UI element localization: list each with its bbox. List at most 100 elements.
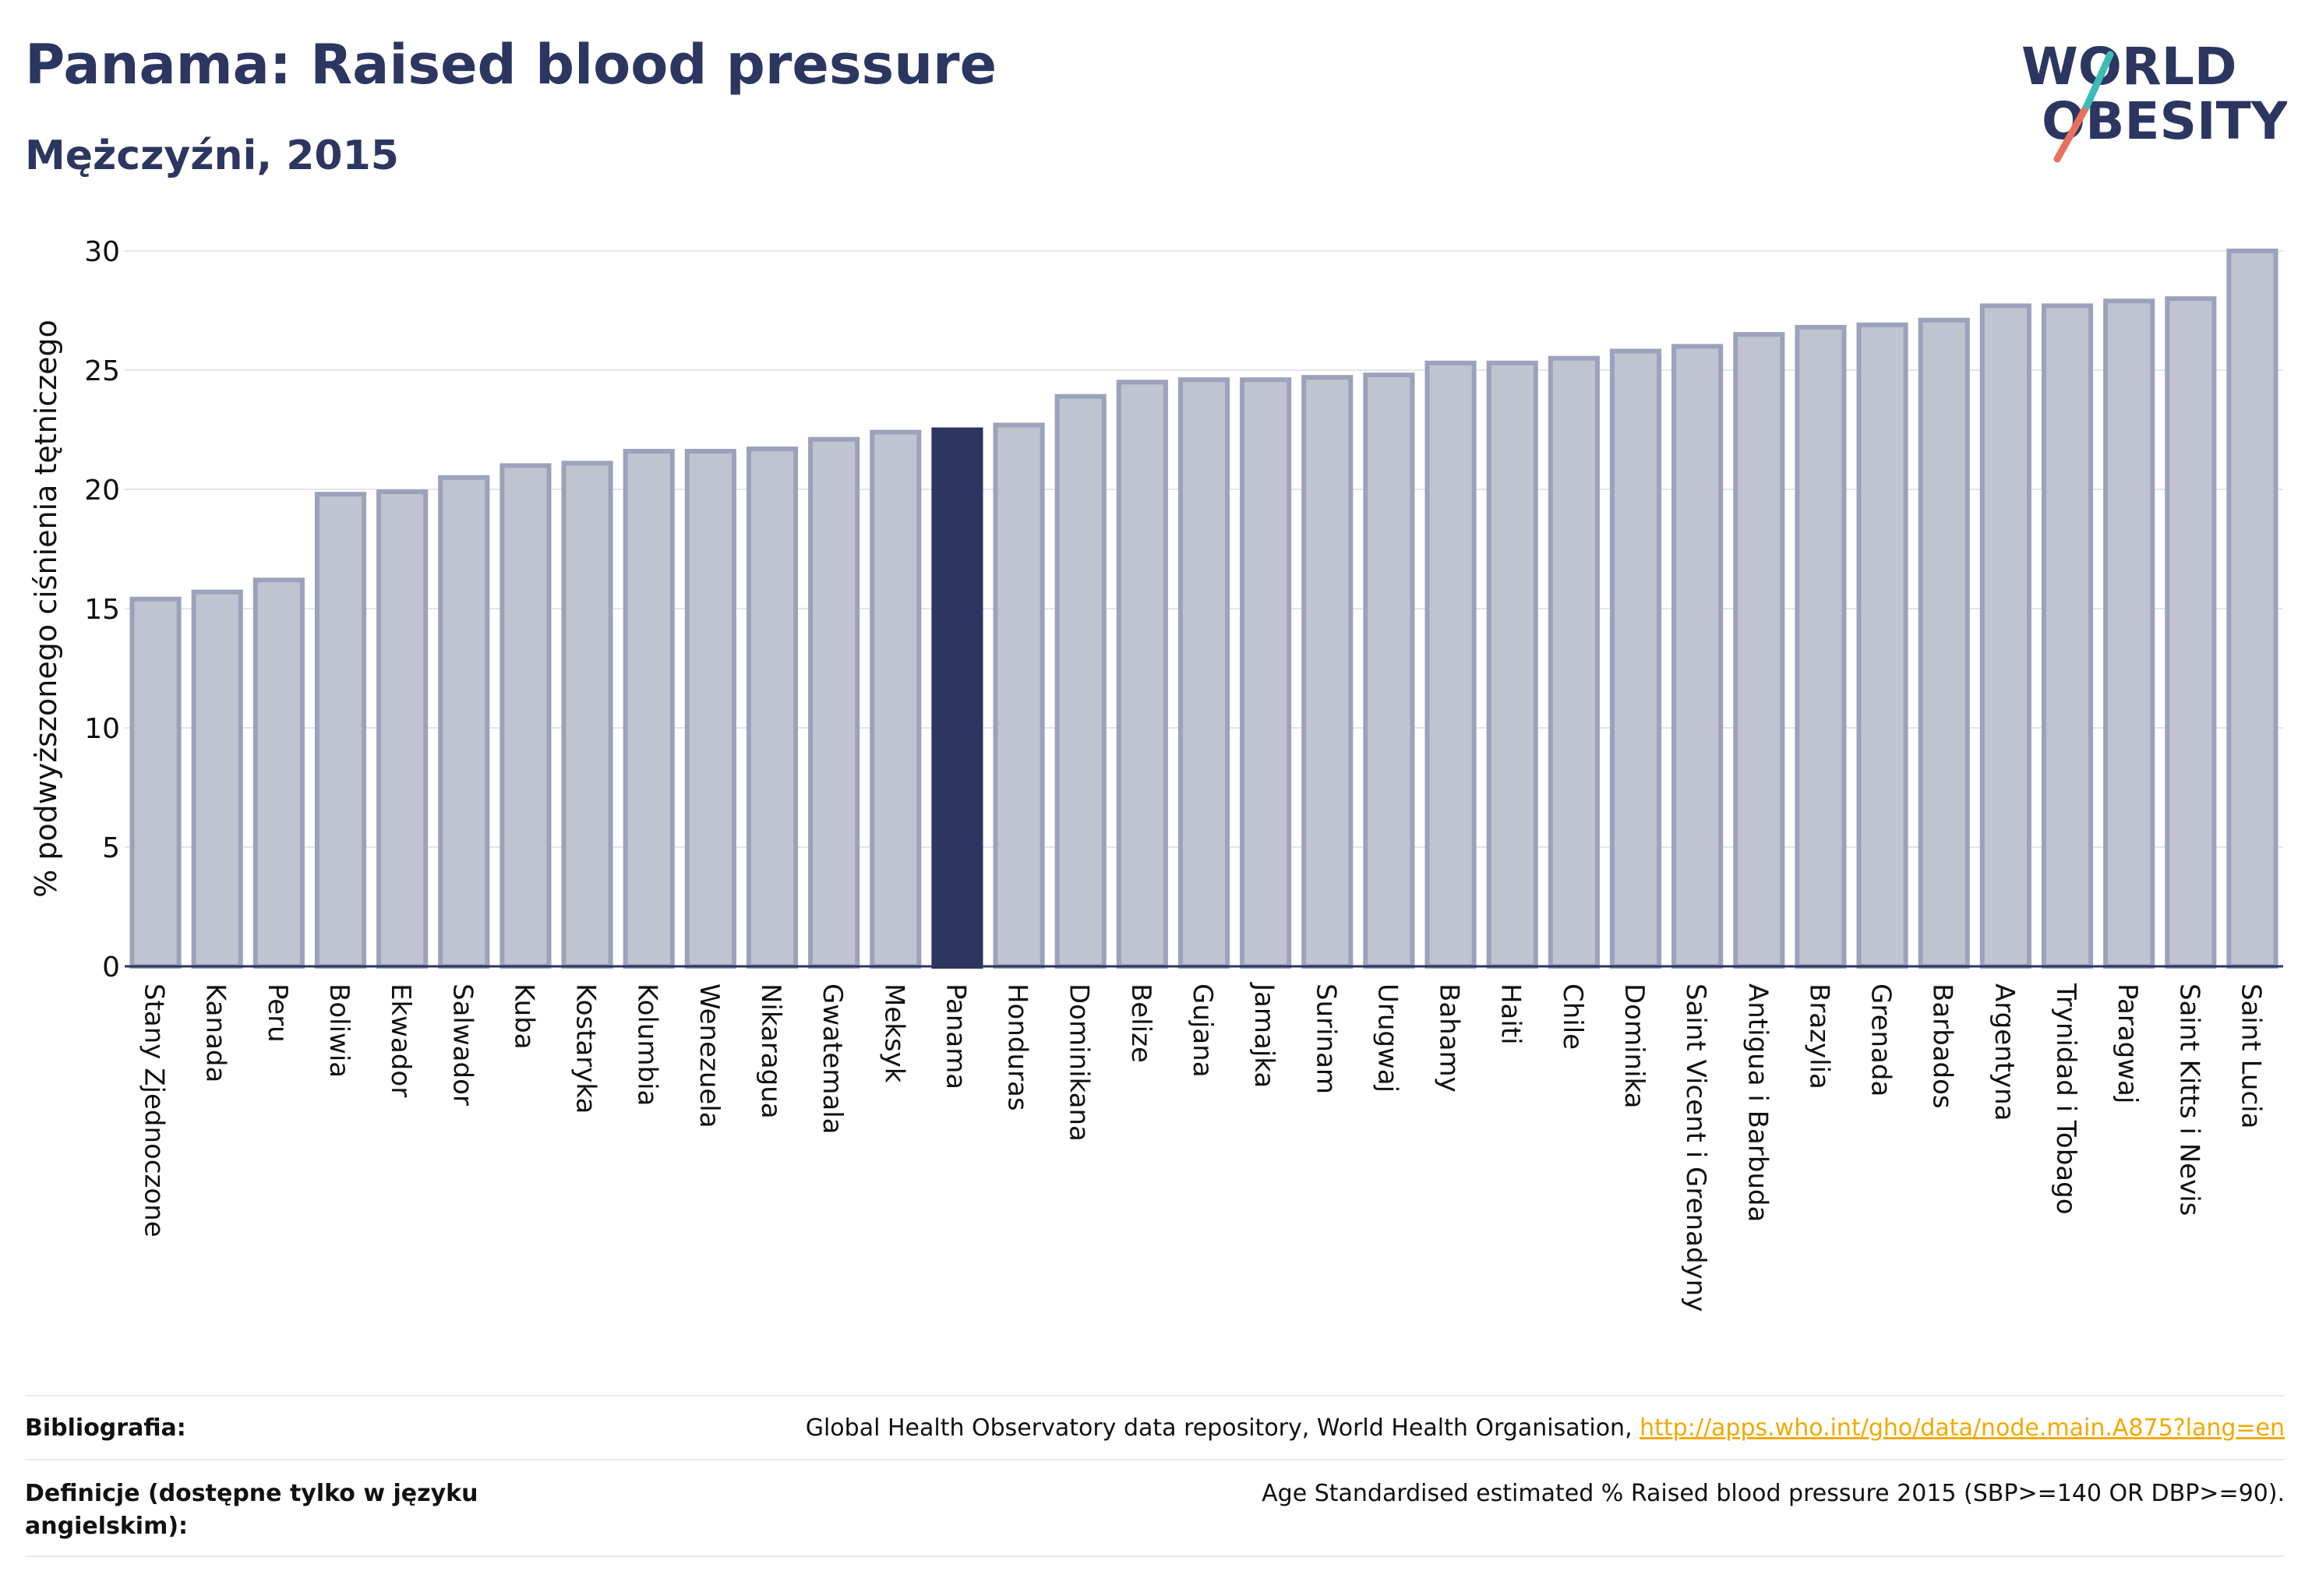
bar-chart: 0 5 10 15 20 25 30 Stany Zjednoczone Kanada Peru… — [29, 236, 2283, 1312]
x-tick-label: Kolumbia — [632, 983, 663, 1106]
x-tick-label: Dominika — [1618, 983, 1650, 1108]
chart-subtitle: Mężczyźni, 2015 — [25, 132, 399, 179]
bar — [1856, 322, 1908, 969]
y-tick-label: 15 — [84, 594, 120, 626]
x-tick-label: Trynidad i Tobago — [2050, 983, 2081, 1215]
bar — [1486, 360, 1538, 969]
y-tick-label: 25 — [84, 355, 120, 387]
bar — [623, 449, 675, 969]
footer-divider-middle — [25, 1459, 2285, 1460]
x-tick-label: Peru — [262, 983, 293, 1043]
bar — [1671, 344, 1724, 969]
x-tick-label: Stany Zjednoczone — [139, 983, 170, 1238]
bibliography-text: Global Health Observatory data repositor… — [805, 1414, 1640, 1442]
y-axis-ticks: 0 5 10 15 20 25 30 — [84, 236, 120, 983]
y-tick-label: 0 — [102, 952, 120, 983]
x-tick-label: Haiti — [1495, 983, 1527, 1045]
y-tick-label: 20 — [84, 475, 120, 507]
x-tick-label: Boliwia — [323, 983, 355, 1078]
y-tick-label: 10 — [84, 713, 120, 745]
bar — [2165, 296, 2217, 969]
bar-highlighted — [931, 427, 983, 969]
bibliography-label: Bibliografia: — [25, 1414, 186, 1442]
x-tick-label: Gwatemala — [817, 983, 848, 1134]
bar — [808, 436, 860, 969]
bar — [684, 449, 736, 969]
x-tick-label: Saint Kitts i Nevis — [2173, 983, 2204, 1216]
bars — [129, 249, 2279, 969]
x-tick-label: Jamajka — [1248, 982, 1280, 1088]
logo-line1: WORLD — [2021, 37, 2237, 97]
logo-slash-coral — [2053, 102, 2091, 163]
bar — [561, 461, 613, 969]
bar — [438, 475, 490, 969]
bar — [252, 577, 305, 969]
x-tick-label: Nikaragua — [755, 983, 786, 1119]
y-tick-label: 30 — [84, 236, 120, 268]
definitions-label: Definicje (dostępne tylko w języku angie… — [25, 1480, 478, 1540]
x-tick-label: Barbados — [1927, 983, 1958, 1109]
x-tick-label: Dominikana — [1064, 983, 1095, 1142]
bar — [993, 422, 1045, 969]
bar — [1177, 377, 1230, 969]
footer-divider-bottom — [25, 1555, 2285, 1557]
x-tick-label: Kuba — [508, 983, 539, 1050]
x-axis-labels: Stany Zjednoczone Kanada Peru Boliwia Ekwado… — [139, 982, 2267, 1312]
bar — [1116, 380, 1168, 969]
bar — [1733, 332, 1785, 969]
x-tick-label: Bahamy — [1434, 983, 1465, 1093]
bar — [129, 596, 182, 969]
bar — [499, 463, 552, 969]
bar — [870, 429, 922, 969]
bibliography-value: Global Health Observatory data repositor… — [806, 1412, 2285, 1445]
x-tick-label: Meksyk — [878, 983, 909, 1083]
bar — [1301, 375, 1354, 969]
x-tick-label: Wenezuela — [694, 983, 725, 1128]
logo-line2: OBESITY — [2042, 91, 2287, 151]
bar — [191, 589, 243, 969]
x-tick-label: Argentyna — [1989, 983, 2020, 1121]
x-tick-label: Chile — [1557, 983, 1588, 1050]
x-tick-label: Gujana — [1187, 983, 1218, 1078]
bar — [1795, 324, 1847, 969]
bar — [746, 446, 799, 969]
x-tick-label: Surinam — [1310, 983, 1341, 1094]
x-tick-label: Grenada — [1866, 983, 1897, 1096]
bar — [1240, 377, 1292, 969]
x-tick-label: Paragwaj — [2112, 983, 2143, 1103]
logo-slash-teal — [2083, 51, 2114, 110]
bar — [2041, 303, 2094, 969]
bar — [2226, 249, 2279, 969]
x-tick-label: Brazylia — [1803, 983, 1834, 1089]
bar — [2103, 298, 2155, 969]
bar — [1609, 348, 1662, 969]
bar — [1548, 355, 1600, 969]
x-tick-label: Belize — [1125, 983, 1156, 1063]
x-tick-label: Urugwaj — [1371, 983, 1403, 1093]
x-tick-label: Salwador — [447, 983, 478, 1106]
chart-title: Panama: Raised blood pressure — [25, 33, 997, 97]
definitions-value: Age Standardised estimated % Raised bloo… — [1262, 1480, 2285, 1507]
x-tick-label: Antigua i Barbuda — [1742, 983, 1773, 1222]
bar — [1054, 394, 1107, 969]
footer-bibliography-row: Bibliografia: Global Health Observatory … — [25, 1412, 2285, 1449]
bar — [1979, 303, 2031, 969]
x-tick-label: Ekwador — [385, 983, 416, 1097]
x-tick-label: Saint Vicent i Grenadyny — [1680, 983, 1711, 1312]
footer-divider-top — [25, 1395, 2285, 1396]
x-tick-label: Panama — [940, 983, 971, 1089]
bar — [1918, 317, 1970, 969]
x-tick-label: Kostaryka — [570, 983, 602, 1114]
x-tick-label: Honduras — [1002, 983, 1033, 1111]
bar — [1424, 360, 1477, 969]
bar — [314, 492, 367, 969]
x-tick-label: Kanada — [200, 983, 231, 1082]
footer-definitions-row: Definicje (dostępne tylko w języku angie… — [25, 1478, 2285, 1548]
world-obesity-logo: WORLD OBESITY — [2021, 37, 2287, 163]
bar — [1363, 373, 1415, 969]
x-tick-label: Saint Lucia — [2235, 983, 2266, 1128]
bar — [376, 489, 429, 969]
y-axis-title: % podwyższonego ciśnienia tętniczego — [29, 320, 63, 898]
bibliography-link[interactable]: http://apps.who.int/gho/data/node.main.A… — [1640, 1414, 2285, 1442]
y-tick-label: 5 — [102, 832, 120, 864]
